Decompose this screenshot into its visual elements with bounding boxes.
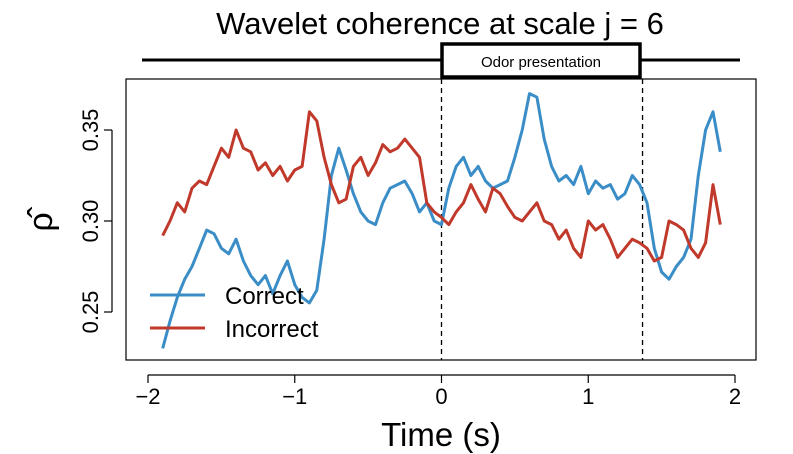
series-layer [161, 92, 722, 349]
y-axis-label: ρ̂ [22, 206, 60, 231]
legend-label-correct: Correct [225, 283, 304, 310]
legend: Correct Incorrect [150, 283, 319, 343]
series-line-correct [161, 92, 722, 349]
x-tick-label: −1 [282, 384, 307, 409]
x-axis-label: Time (s) [381, 416, 501, 453]
chart-title: Wavelet coherence at scale j = 6 [216, 6, 664, 41]
x-tick-label: 2 [729, 384, 741, 409]
odor-presentation-label: Odor presentation [481, 54, 601, 71]
x-tick-label: 0 [435, 384, 447, 409]
y-axis: 0.25 0.30 0.35 [78, 109, 113, 334]
y-tick-label: 0.30 [78, 200, 103, 243]
series-line-incorrect [161, 110, 722, 263]
legend-label-incorrect: Incorrect [225, 316, 319, 343]
x-tick-label: −2 [135, 384, 160, 409]
y-tick-label: 0.25 [78, 291, 103, 334]
y-tick-label: 0.35 [78, 109, 103, 152]
x-axis: −2 −1 0 1 2 [135, 374, 741, 409]
x-tick-label: 1 [582, 384, 594, 409]
odor-presentation-box [440, 42, 642, 79]
